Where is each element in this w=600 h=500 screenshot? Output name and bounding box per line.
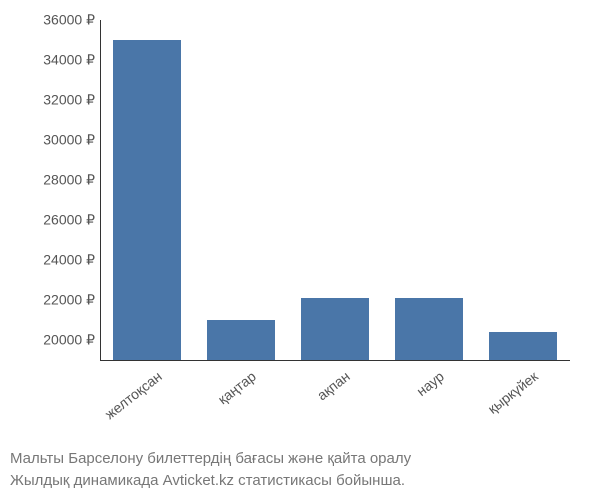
caption-line-1: Мальты Барселону билеттердің бағасы және… <box>10 450 411 467</box>
bar <box>113 40 181 360</box>
x-tick-label: желтоқсан <box>76 368 165 442</box>
bar <box>207 320 275 360</box>
y-tick-label: 32000 ₽ <box>43 92 95 109</box>
x-tick-label: қаңтар <box>170 368 259 442</box>
bar <box>395 298 463 360</box>
bar <box>489 332 557 360</box>
bar <box>301 298 369 360</box>
y-axis-line <box>100 20 101 360</box>
y-tick-label: 22000 ₽ <box>43 292 95 309</box>
chart-container: Мальты Барселону билеттердің бағасы және… <box>0 0 600 500</box>
y-tick-label: 30000 ₽ <box>43 132 95 149</box>
y-tick-label: 26000 ₽ <box>43 212 95 229</box>
caption-line-2: Жылдық динамикада Avticket.kz статистика… <box>10 472 405 489</box>
x-axis-line <box>100 360 570 361</box>
y-tick-label: 34000 ₽ <box>43 52 95 69</box>
y-tick-label: 28000 ₽ <box>43 172 95 189</box>
x-tick-label: қыркүйек <box>452 368 541 442</box>
x-tick-label: наур <box>358 368 447 442</box>
y-tick-label: 36000 ₽ <box>43 12 95 29</box>
x-tick-label: ақпан <box>264 368 353 442</box>
y-tick-label: 24000 ₽ <box>43 252 95 269</box>
y-tick-label: 20000 ₽ <box>43 332 95 349</box>
